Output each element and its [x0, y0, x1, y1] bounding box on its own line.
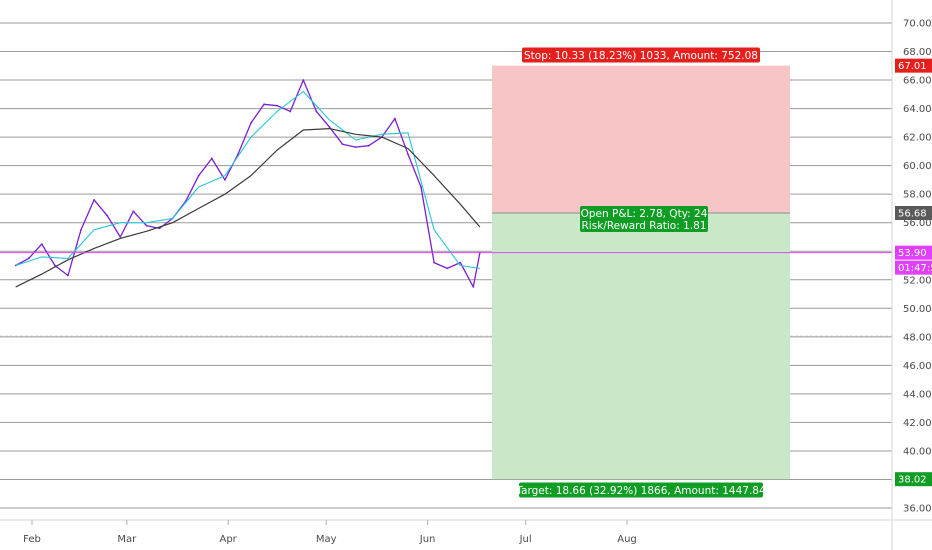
target-price-badge-text: 38.02 — [898, 475, 927, 486]
pnl-text: Open P&L: 2.78, Qty: 24 — [581, 208, 708, 220]
y-tick-label: 66.00 — [903, 76, 932, 87]
y-tick-label: 42.00 — [903, 418, 932, 429]
x-tick-label: May — [316, 534, 337, 545]
price-point — [40, 243, 43, 246]
countdown-badge-bg — [895, 260, 932, 275]
y-tick-label: 56.00 — [903, 218, 932, 229]
price-point — [354, 146, 357, 149]
take-profit-zone[interactable] — [492, 213, 790, 480]
target-label-bg — [519, 482, 763, 498]
target-label-text: Target: 18.66 (32.92%) 1866, Amount: 144… — [515, 485, 766, 497]
target-price-badge: 38.02 — [895, 472, 932, 487]
x-tick-label: Jun — [419, 534, 436, 545]
y-tick-label: 46.00 — [903, 361, 932, 372]
price-series-line[interactable] — [15, 79, 481, 288]
y-tick-label: 58.00 — [903, 190, 932, 201]
pnl-label-bg — [580, 206, 708, 232]
target-price-badge-bg — [895, 472, 932, 487]
price-point — [106, 214, 109, 217]
price-point — [27, 257, 30, 260]
price-point — [145, 224, 148, 227]
y-tick-label: 52.00 — [903, 275, 932, 286]
last-price-badge-text: 53.90 — [898, 248, 927, 259]
price-point — [315, 110, 318, 113]
slow-ma-line[interactable] — [15, 128, 481, 288]
price-point — [197, 174, 200, 177]
price-point — [459, 261, 462, 264]
price-point — [158, 227, 161, 230]
y-tick-label: 44.00 — [903, 389, 932, 400]
price-point — [289, 110, 292, 113]
entry-price-badge-bg — [895, 206, 932, 221]
price-point — [223, 179, 226, 181]
y-tick-label: 36.00 — [903, 504, 932, 515]
price-point — [328, 126, 331, 129]
price-point — [53, 264, 56, 267]
price-point — [420, 186, 422, 188]
price-point — [302, 79, 305, 81]
stop-label-text: Stop: 10.33 (18.23%) 1033, Amount: 752.0… — [524, 50, 758, 62]
risk-reward-text: Risk/Reward Ratio: 1.81 — [582, 220, 707, 232]
stop-price-badge-text: 67.01 — [898, 61, 927, 72]
target-label[interactable]: Target: 18.66 (32.92%) 1866, Amount: 144… — [515, 482, 766, 498]
price-point — [132, 210, 135, 213]
x-tick-label: Mar — [117, 534, 137, 545]
x-tick-label: Feb — [23, 534, 41, 545]
price-point — [210, 157, 213, 160]
y-tick-label: 68.00 — [903, 47, 932, 58]
entry-price-badge: 56.68 — [895, 206, 932, 221]
price-point — [433, 261, 436, 264]
y-tick-label: 40.00 — [903, 446, 932, 457]
last-price-badge: 53.90 — [895, 245, 932, 260]
fast-ma-line[interactable] — [15, 90, 480, 269]
price-point — [407, 153, 409, 156]
y-tick-label: 50.00 — [903, 304, 932, 315]
price-point — [446, 267, 449, 270]
price-point — [263, 103, 266, 106]
countdown-badge: 01:47:54 — [895, 260, 932, 275]
x-tick-label: Aug — [617, 534, 637, 545]
x-tick-label: Jul — [519, 534, 532, 545]
y-tick-label: 62.00 — [903, 133, 932, 144]
price-point — [67, 274, 69, 277]
stop-price-badge-bg — [895, 58, 932, 73]
stop-label-bg — [522, 47, 760, 63]
y-tick-label: 60.00 — [903, 161, 932, 172]
stop-label[interactable]: Stop: 10.33 (18.23%) 1033, Amount: 752.0… — [522, 47, 760, 63]
price-point — [341, 143, 344, 146]
price-point — [367, 144, 370, 147]
price-point — [472, 285, 475, 288]
price-point — [93, 198, 96, 201]
y-tick-label: 48.00 — [903, 332, 932, 343]
y-tick-label: 64.00 — [903, 104, 932, 115]
price-point — [119, 236, 122, 238]
x-tick-label: Apr — [219, 534, 237, 545]
price-point — [393, 117, 396, 120]
price-point — [250, 121, 252, 124]
y-tick-label: 70.00 — [903, 19, 932, 30]
entry-price-badge-text: 56.68 — [898, 209, 927, 220]
price-point — [237, 153, 239, 156]
price-point — [276, 104, 279, 107]
stop-loss-zone[interactable] — [492, 65, 790, 214]
countdown-badge-text: 01:47:54 — [898, 263, 932, 274]
price-point — [80, 228, 82, 231]
last-price-badge-bg — [895, 245, 932, 260]
stop-price-badge: 67.01 — [895, 58, 932, 73]
